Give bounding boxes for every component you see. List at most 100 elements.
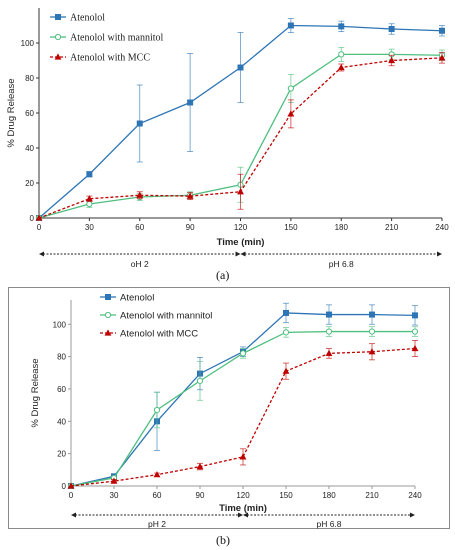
- phase-arrow-head-right: [238, 512, 243, 518]
- x-tick-label: 60: [135, 223, 144, 232]
- data-point-circle: [411, 328, 419, 335]
- data-point-triangle: [85, 195, 93, 202]
- data-point-triangle: [110, 477, 118, 484]
- x-tick-label: 240: [435, 223, 449, 232]
- phase-2: pH 6.8: [243, 512, 415, 529]
- series-line: [70, 347, 416, 487]
- phase-arrow-head-left: [71, 512, 76, 518]
- phase-arrow-head-left: [39, 251, 44, 257]
- data-point-square: [412, 312, 418, 319]
- data-point-triangle: [287, 110, 295, 117]
- x-tick-label: 90: [196, 491, 205, 500]
- x-tick-label: 210: [365, 491, 379, 500]
- data-point-square: [55, 14, 61, 20]
- caption-b: (b): [216, 533, 230, 547]
- data-point-circle: [338, 51, 345, 58]
- data-point-square: [105, 294, 111, 300]
- y-axis-title: % Drug Release: [6, 78, 17, 147]
- legend-item: Atenolol: [50, 13, 105, 24]
- data-point-triangle: [368, 348, 376, 355]
- data-point-square: [136, 120, 143, 127]
- legend-item: Atenolol with mannitol: [50, 33, 164, 44]
- phase-arrow-head-right: [437, 251, 442, 257]
- legend-item: Atenolol: [100, 293, 154, 304]
- data-point-triangle: [54, 53, 62, 60]
- phase-1: oH 2: [39, 251, 241, 269]
- x-tick-label: 30: [85, 223, 94, 232]
- legend-label: Atenolol with mannitol: [120, 311, 212, 322]
- x-tick-label: 150: [279, 491, 293, 500]
- x-tick-label: 150: [284, 223, 298, 232]
- data-point-square: [86, 171, 93, 178]
- y-tick-label: 80: [25, 74, 34, 83]
- y-axis-title: % Drug Release: [30, 358, 41, 427]
- phase-label: pH 6.8: [316, 519, 341, 529]
- data-point-triangle: [67, 482, 75, 489]
- chart-panel-a: 0 30 60 90 120 150 180 210 240 0 20 40 60 80 100 Time (…: [6, 8, 449, 269]
- legend-item: Atenolol with mannitol: [100, 311, 212, 322]
- y-tick-label: 20: [25, 179, 34, 188]
- y-tick-label: 40: [25, 144, 34, 153]
- y-tick-label: 100: [53, 320, 67, 329]
- data-point-triangle: [239, 453, 247, 460]
- y-tick-label: 80: [57, 353, 66, 362]
- data-point-square: [439, 27, 445, 34]
- legend-item: Atenolol with MCC: [50, 53, 150, 64]
- phase-label: pH 6.8: [329, 259, 354, 269]
- chart-panel-b: 0 30 60 90 120 150 180 210 240 0 20 40 60 80 100 Time (…: [30, 293, 422, 530]
- x-tick-label: 90: [186, 223, 195, 232]
- caption-a: (a): [216, 268, 230, 282]
- data-point-triangle: [196, 462, 204, 470]
- phase-1: pH 2: [71, 512, 243, 529]
- y-tick-label: 0: [30, 214, 35, 223]
- data-point-square: [187, 99, 194, 106]
- x-tick-label: 120: [236, 491, 250, 500]
- y-tick-label: 20: [57, 450, 66, 459]
- x-tick-label: 210: [385, 223, 399, 232]
- x-axis-title: Time (min): [217, 237, 265, 248]
- data-point-square: [369, 311, 375, 318]
- series-atenolol-with-mannitol: [67, 326, 419, 490]
- phase-label: pH 2: [148, 519, 166, 529]
- legend-item: Atenolol with MCC: [100, 329, 198, 340]
- data-point-triangle: [325, 349, 333, 356]
- legend-label: Atenolol: [120, 293, 154, 304]
- data-point-triangle: [136, 191, 144, 198]
- data-point-circle: [282, 329, 290, 336]
- legend-label: Atenolol with MCC: [120, 329, 198, 340]
- y-tick-label: 0: [62, 482, 67, 491]
- y-tick-label: 100: [21, 39, 35, 48]
- x-axis-title: Time (min): [219, 503, 267, 514]
- data-point-square: [237, 64, 244, 71]
- data-point-circle: [325, 328, 333, 335]
- x-tick-label: 30: [110, 491, 119, 500]
- series-atenolol-with-mcc: [35, 52, 446, 221]
- data-point-triangle: [388, 56, 396, 64]
- data-point-square: [287, 22, 294, 29]
- legend-label: Atenolol with mannitol: [70, 33, 164, 44]
- data-point-circle: [104, 311, 112, 319]
- data-point-circle: [86, 200, 93, 208]
- data-point-triangle: [438, 54, 446, 61]
- data-point-triangle: [411, 344, 419, 352]
- data-point-triangle: [282, 367, 290, 374]
- x-tick-label: 120: [234, 223, 248, 232]
- data-point-square: [326, 311, 332, 318]
- phase-arrow-head-right: [410, 512, 415, 518]
- legend-label: Atenolol: [70, 13, 105, 24]
- chart-b-frame: [8, 287, 450, 529]
- series-atenolol-with-mcc: [67, 340, 419, 489]
- data-point-circle: [196, 377, 204, 384]
- data-point-circle: [287, 85, 294, 92]
- y-tick-label: 40: [57, 417, 66, 426]
- data-point-triangle: [237, 188, 244, 195]
- data-point-triangle: [337, 63, 345, 71]
- y-tick-label: 60: [25, 109, 34, 118]
- data-point-square: [388, 26, 395, 32]
- legend-label: Atenolol with MCC: [70, 53, 150, 64]
- data-point-circle: [368, 328, 376, 335]
- x-tick-label: 60: [153, 491, 162, 500]
- phase-arrow-head-left: [243, 512, 248, 518]
- phase-arrow-head-right: [235, 251, 241, 257]
